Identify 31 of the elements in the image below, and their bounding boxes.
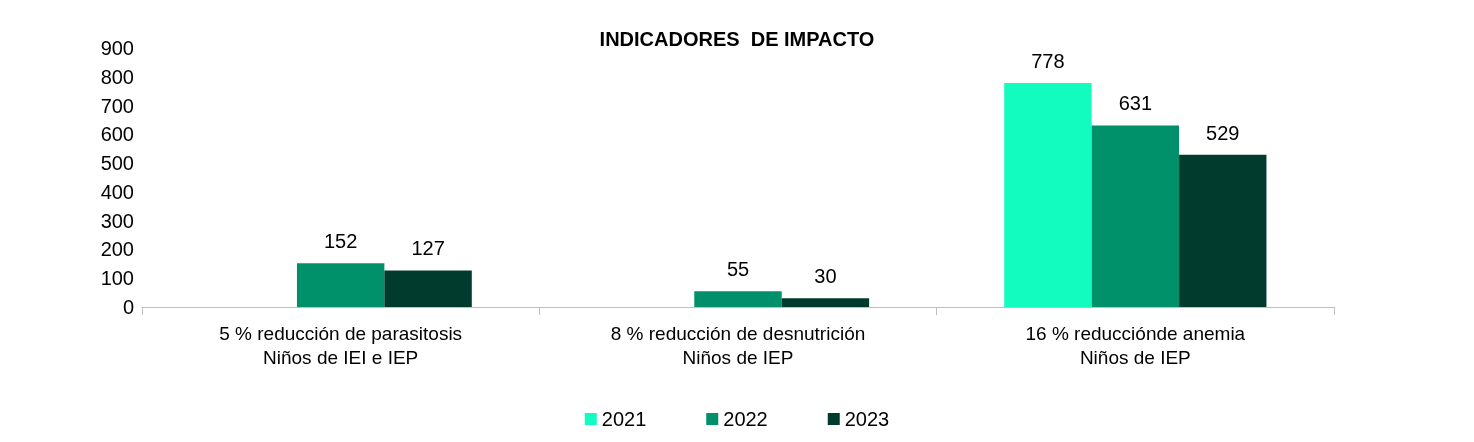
bar xyxy=(1179,154,1267,307)
bar xyxy=(1004,83,1092,307)
y-tick-label: 400 xyxy=(100,180,134,203)
bar xyxy=(781,298,870,307)
data-label: 55 xyxy=(726,258,750,281)
legend-label: 2022 xyxy=(723,408,768,430)
y-tick-label: 0 xyxy=(122,296,134,318)
legend-label: 2021 xyxy=(601,408,647,430)
y-tick-label: 500 xyxy=(100,152,134,175)
x-tick-label: 16 % reducciónde anemia Niños de IEP xyxy=(1025,322,1246,368)
y-tick-label: 900 xyxy=(100,37,134,59)
data-label: 30 xyxy=(814,265,837,288)
bar xyxy=(1091,125,1180,307)
y-tick-label: 100 xyxy=(100,267,134,290)
data-label: 152 xyxy=(323,230,358,253)
bar xyxy=(694,291,782,307)
x-tick-label: 8 % reducción de desnutrición Niños de IEP xyxy=(610,322,866,368)
x-tick-label: 5 % reducción de parasitosis Niños de IEI e IEP xyxy=(219,322,463,368)
y-tick-label: 200 xyxy=(100,238,134,261)
y-tick-label: 800 xyxy=(100,65,134,88)
data-label: 529 xyxy=(1206,121,1240,144)
bar xyxy=(296,263,385,307)
data-label: 778 xyxy=(1031,50,1065,73)
chart-title: INDICADORES DE IMPACTO xyxy=(599,28,875,50)
legend-label: 2023 xyxy=(844,408,890,430)
data-label: 127 xyxy=(411,237,445,260)
y-tick-label: 300 xyxy=(100,209,134,232)
y-tick-label: 700 xyxy=(100,94,134,117)
data-label: 631 xyxy=(1118,92,1153,115)
y-tick-label: 600 xyxy=(100,123,134,146)
bar xyxy=(384,270,472,307)
